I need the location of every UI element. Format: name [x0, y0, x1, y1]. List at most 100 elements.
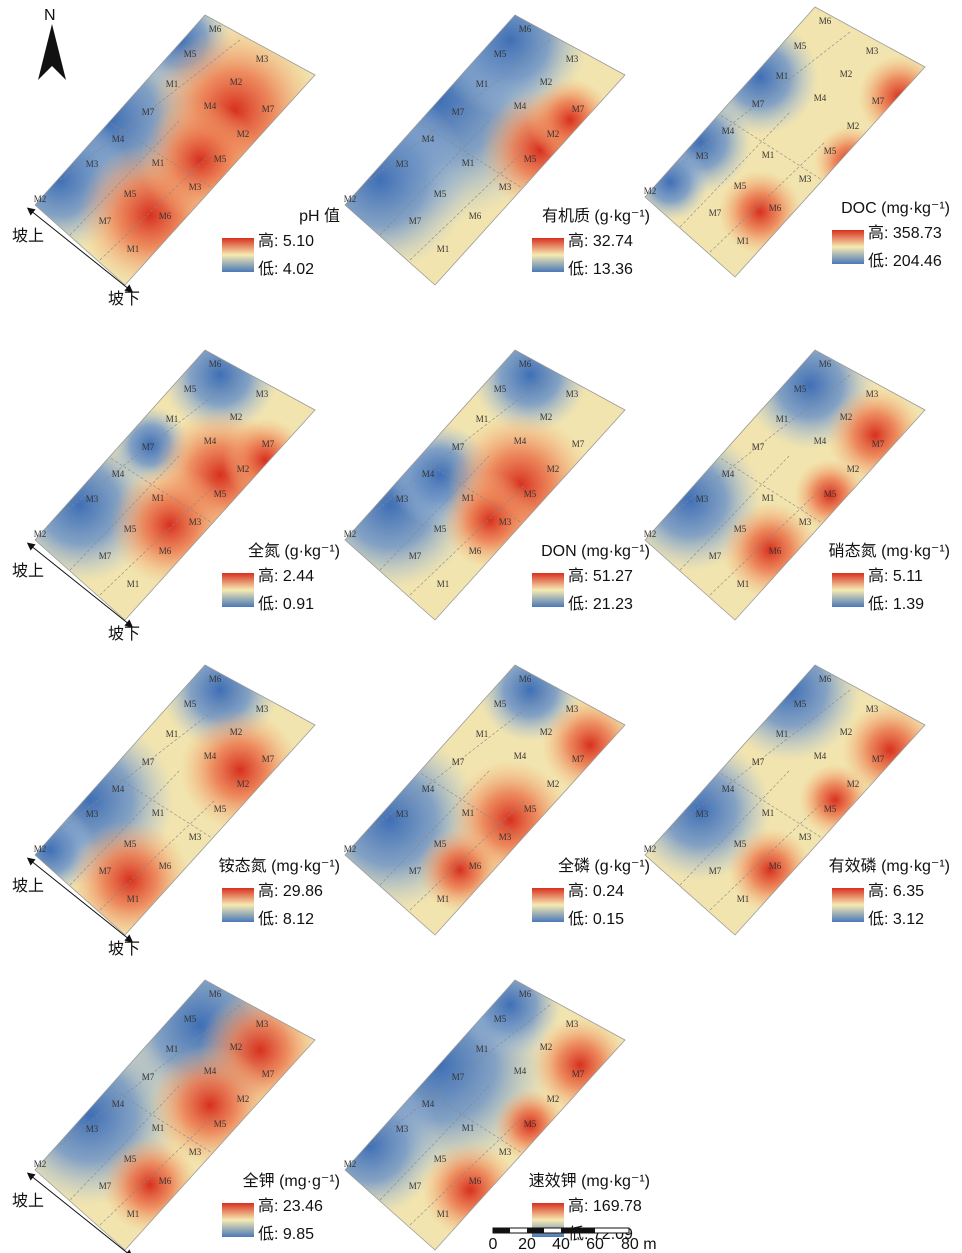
legend-high: 高: 32.74	[568, 232, 633, 250]
plot-label: M2	[847, 464, 860, 474]
slope-down: 坡下	[108, 940, 140, 958]
plot-label: M2	[644, 844, 657, 854]
plot-label: M5	[494, 384, 507, 394]
plot-label: M3	[566, 704, 579, 714]
plot-label: M5	[734, 839, 747, 849]
plot-label: M7	[262, 754, 275, 764]
legend-low: 低: 0.91	[258, 595, 314, 613]
plot-label: M2	[34, 529, 47, 539]
plot-label: M5	[824, 804, 837, 814]
map-panel: M6M5M3M1M2M7M4M7M4M2M3M1M5M2M5M3M7M6M1全磷…	[299, 638, 650, 950]
plot-label: M7	[142, 442, 155, 452]
plot-label: M3	[396, 809, 409, 819]
plot-label: M6	[769, 203, 782, 213]
plot-label: M7	[709, 866, 722, 876]
legend-high: 高: 5.10	[258, 232, 314, 250]
plot-label: M5	[794, 384, 807, 394]
slope-down: 坡下	[108, 290, 140, 308]
plot-label: M6	[519, 674, 532, 684]
plot-label: M2	[230, 1042, 243, 1052]
plot-label: M7	[99, 866, 112, 876]
high-zone	[799, 764, 871, 836]
scale-label: 40	[552, 1236, 570, 1253]
panel-title: 全氮 (g·kg⁻¹)	[248, 542, 340, 560]
map-panel: M6M5M3M1M2M7M4M7M4M2M3M1M5M2M5M3M7M6M1有机…	[289, 0, 650, 300]
plot-label: M7	[262, 1069, 275, 1079]
plot-label: M1	[437, 1209, 450, 1219]
panel-title: 硝态氮 (mg·kg⁻¹)	[829, 542, 950, 560]
plot-label: M4	[514, 436, 527, 446]
plot-label: M5	[434, 524, 447, 534]
plot-label: M4	[112, 469, 125, 479]
plot-label: M6	[519, 359, 532, 369]
plot-label: M4	[514, 1066, 527, 1076]
legend-low: 低: 3.12	[868, 910, 924, 928]
high-zone	[528, 78, 612, 162]
plot-label: M5	[524, 804, 537, 814]
plot-label: M6	[469, 861, 482, 871]
plot-label: M1	[166, 414, 179, 424]
plot-label: M2	[547, 1094, 560, 1104]
scale-bar-segment	[561, 1228, 595, 1233]
legend-low: 低: 4.02	[258, 260, 314, 278]
slope-up: 坡上	[12, 1192, 44, 1210]
plot-label: M3	[396, 159, 409, 169]
map-panel: M6M5M3M1M2M7M4M7M4M2M3M1M5M2M5M3M7M6M1速效…	[299, 953, 651, 1253]
plot-label: M3	[566, 389, 579, 399]
plot-label: M5	[184, 1014, 197, 1024]
map-base	[610, 335, 950, 635]
legend-ramp	[532, 888, 564, 922]
map	[610, 619, 950, 951]
plot-label: M5	[124, 189, 137, 199]
legend-ramp	[832, 230, 864, 264]
plot-label: M3	[396, 494, 409, 504]
plot-label: M1	[437, 579, 450, 589]
panel-title: DOC (mg·kg⁻¹)	[841, 200, 950, 217]
panel-title: 速效钾 (mg·kg⁻¹)	[529, 1172, 650, 1190]
plot-label: M2	[540, 727, 553, 737]
plot-label: M3	[499, 182, 512, 192]
plot-label: M2	[847, 121, 860, 131]
plot-label: M1	[476, 414, 489, 424]
panel-title: DON (mg·kg⁻¹)	[541, 543, 650, 560]
plot-label: M3	[86, 494, 99, 504]
plot-label: M6	[469, 1176, 482, 1186]
plot-label: M6	[209, 24, 222, 34]
plot-label: M1	[737, 894, 750, 904]
plot-label: M1	[437, 244, 450, 254]
legend-high: 高: 6.35	[868, 882, 924, 900]
plot-label: M7	[452, 1072, 465, 1082]
plot-label: M7	[99, 216, 112, 226]
plot-label: M7	[409, 216, 422, 226]
plot-label: M2	[840, 69, 853, 79]
plot-label: M4	[422, 1099, 435, 1109]
plot-label: M7	[99, 1181, 112, 1191]
plot-label: M4	[814, 751, 827, 761]
plot-label: M1	[776, 414, 789, 424]
slope-up: 坡上	[12, 877, 44, 895]
plot-label: M2	[847, 779, 860, 789]
plot-label: M5	[214, 804, 227, 814]
plot-label: M1	[462, 808, 475, 818]
high-zone	[814, 126, 886, 198]
legend-high: 高: 23.46	[258, 1197, 323, 1215]
plot-label: M6	[159, 861, 172, 871]
plot-label: M4	[204, 1066, 217, 1076]
plot-label: M1	[127, 244, 140, 254]
legend-ramp	[532, 238, 564, 272]
legend-low: 低: 8.12	[258, 910, 314, 928]
figure: M6M5M3M1M2M7M4M7M4M2M3M1M5M2M5M3M7M6M1pH…	[0, 0, 962, 1253]
plot-label: M5	[494, 1014, 507, 1024]
plot-label: M3	[799, 174, 812, 184]
plot-label: M4	[514, 751, 527, 761]
plot-label: M7	[709, 551, 722, 561]
high-zone	[418, 828, 502, 912]
plot-label: M4	[722, 126, 735, 136]
map-base	[610, 650, 950, 950]
plot-label: M5	[184, 384, 197, 394]
map-panel: M6M5M3M1M2M7M4M7M4M2M3M1M5M2M5M3M7M6M1硝态…	[610, 320, 950, 635]
high-zone	[223, 418, 307, 502]
scale-label: 80 m	[621, 1236, 657, 1253]
map-base	[610, 0, 950, 292]
plot-label: M3	[499, 832, 512, 842]
